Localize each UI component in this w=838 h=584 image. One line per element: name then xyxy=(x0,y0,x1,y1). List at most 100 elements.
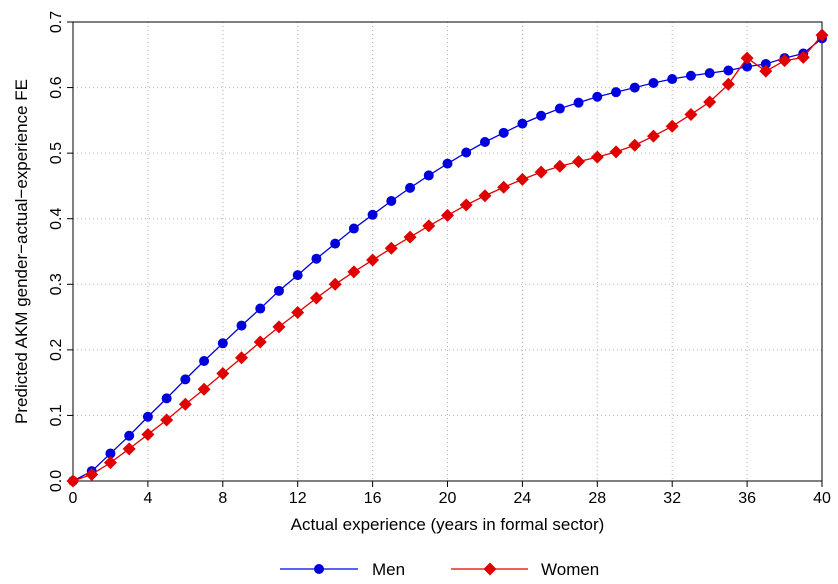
legend: Men Women xyxy=(280,560,599,579)
data-point-men xyxy=(292,270,303,281)
series-layer xyxy=(66,28,829,488)
data-point-women xyxy=(646,129,660,143)
x-tick-label: 20 xyxy=(439,490,457,507)
data-point-women xyxy=(590,150,604,164)
data-point-women xyxy=(703,95,717,109)
legend-women-marker xyxy=(483,562,497,576)
data-point-men xyxy=(273,285,284,296)
data-point-women xyxy=(534,165,548,179)
data-point-men xyxy=(386,196,397,207)
data-point-women xyxy=(103,456,117,470)
data-point-women xyxy=(628,138,642,152)
x-tick-label: 32 xyxy=(663,490,681,507)
data-point-women xyxy=(759,64,773,78)
legend-entry-men: Men xyxy=(280,560,405,579)
x-tick-label: 24 xyxy=(514,490,532,507)
legend-women-label: Women xyxy=(541,560,599,579)
data-point-women xyxy=(515,172,529,186)
x-tick-label: 12 xyxy=(289,490,307,507)
data-point-women xyxy=(291,305,305,319)
data-point-women xyxy=(478,189,492,203)
data-point-women xyxy=(235,351,249,365)
data-point-men xyxy=(592,91,603,102)
x-tick-label: 0 xyxy=(69,490,78,507)
data-point-men xyxy=(685,70,696,81)
data-point-men xyxy=(573,97,584,108)
data-point-men xyxy=(217,338,228,349)
y-tick-label: 0.7 xyxy=(48,11,65,33)
y-tick-label: 0.6 xyxy=(48,76,65,98)
data-point-men xyxy=(760,58,771,69)
data-point-women xyxy=(609,145,623,159)
data-point-men xyxy=(611,87,622,98)
data-point-women xyxy=(178,397,192,411)
data-point-women xyxy=(778,54,792,68)
data-point-women xyxy=(160,413,174,427)
data-point-men xyxy=(405,182,416,193)
data-point-men xyxy=(536,110,547,121)
data-point-men xyxy=(554,103,565,114)
data-point-men xyxy=(442,158,453,169)
data-point-women xyxy=(740,51,754,65)
y-axis-title: Predicted AKM gender−actual−experience F… xyxy=(12,79,31,424)
data-point-women xyxy=(459,198,473,212)
data-point-men xyxy=(255,303,266,314)
data-point-women xyxy=(197,382,211,396)
data-point-women xyxy=(721,77,735,91)
data-point-women xyxy=(497,180,511,194)
data-point-men xyxy=(161,393,172,404)
data-point-women xyxy=(796,50,810,64)
data-point-women xyxy=(572,155,586,169)
y-tick-label: 0.2 xyxy=(48,339,65,361)
data-point-men xyxy=(423,170,434,181)
legend-entry-women: Women xyxy=(451,560,599,579)
data-point-women xyxy=(665,119,679,133)
y-tick-label: 0.4 xyxy=(48,207,65,229)
data-point-men xyxy=(517,118,528,129)
data-point-men xyxy=(498,127,509,138)
legend-men-marker xyxy=(314,564,324,574)
data-point-women xyxy=(403,230,417,244)
data-point-men xyxy=(124,430,135,441)
y-tick-label: 0.3 xyxy=(48,273,65,295)
axis-ticks: 0 4 8 12 16 20 24 28 32 36 40 0.0 0.1 0.2 0.3 0.4 0.5 0.6… xyxy=(48,11,831,507)
data-point-men xyxy=(704,68,715,79)
data-point-women xyxy=(384,241,398,255)
y-tick-label: 0.5 xyxy=(48,142,65,164)
data-point-women xyxy=(815,28,829,42)
data-point-men xyxy=(742,61,753,72)
data-point-men xyxy=(667,74,678,85)
data-point-women xyxy=(328,277,342,291)
data-point-men xyxy=(311,253,322,264)
data-point-women xyxy=(553,159,567,173)
data-point-women xyxy=(441,208,454,222)
data-point-women xyxy=(347,265,361,279)
data-point-women xyxy=(253,335,267,349)
data-point-women xyxy=(422,219,436,233)
y-tick-label: 0.1 xyxy=(48,404,65,426)
x-tick-label: 4 xyxy=(143,490,152,507)
x-tick-label: 36 xyxy=(738,490,756,507)
data-point-women xyxy=(141,427,155,441)
data-point-women xyxy=(122,442,136,456)
data-point-men xyxy=(461,147,472,158)
data-point-men xyxy=(199,356,210,367)
data-point-women xyxy=(272,320,286,334)
data-point-women xyxy=(309,291,323,305)
data-point-men xyxy=(142,411,153,422)
data-point-men xyxy=(236,320,247,331)
data-point-men xyxy=(367,209,378,220)
data-point-men xyxy=(105,448,116,459)
data-point-women xyxy=(684,107,698,121)
x-tick-label: 28 xyxy=(588,490,606,507)
data-point-women xyxy=(85,467,99,481)
data-point-men xyxy=(723,65,734,76)
data-point-women xyxy=(66,474,80,488)
data-point-men xyxy=(330,238,341,249)
data-point-men xyxy=(648,77,659,88)
legend-men-label: Men xyxy=(372,560,405,579)
data-point-men xyxy=(180,374,191,385)
data-point-men xyxy=(348,223,359,234)
data-point-men xyxy=(479,136,490,147)
